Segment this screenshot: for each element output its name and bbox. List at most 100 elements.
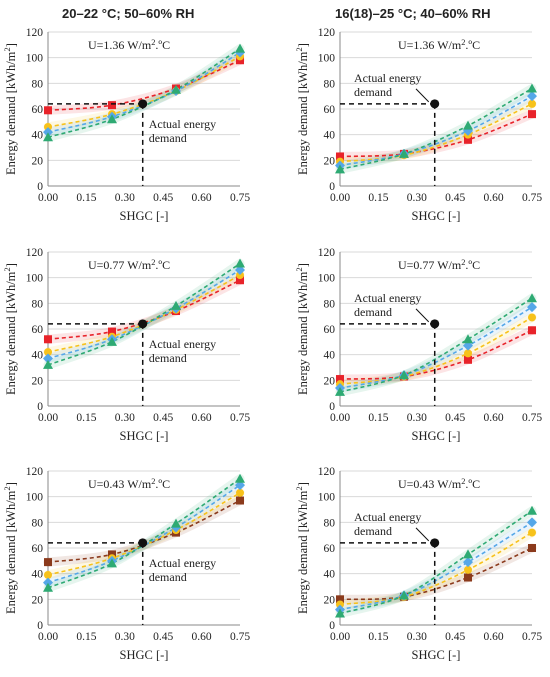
y-tick-label: 120 [26,247,44,259]
x-tick-label: 0.45 [445,412,465,424]
actual-point [138,319,148,329]
annotation-leader-line [415,527,430,542]
y-tick-label: 60 [32,543,44,555]
x-tick-label: 0.45 [153,192,173,204]
series-line-green [339,297,533,393]
data-point-red [528,110,536,119]
data-point-green [335,608,345,618]
y-tick-label: 40 [324,130,336,142]
x-tick-label: 0.00 [330,412,350,424]
x-axis-label: SHGC [-] [120,429,169,443]
data-point-red [108,327,116,336]
data-point-blue [43,127,53,138]
y-axis-label: Energy demand [kWh/m2] [2,43,18,175]
chart-panel-2: 0 20 40 60 80 100 120 0.00 0.15 0.30 0.45 0.60 0.75 S… [2,247,250,443]
data-point-green [107,114,117,124]
y-tick-label: 0 [329,620,335,632]
series-line-red [47,279,241,341]
x-tick-label: 0.00 [38,192,58,204]
y-tick-label: 20 [324,155,336,167]
series-line-red [339,113,533,158]
y-tick-label: 0 [329,181,335,193]
x-tick-label: 0.45 [153,412,173,424]
data-point-green [463,549,473,559]
y-tick-label: 100 [318,492,336,504]
y-tick-label: 80 [324,78,336,90]
data-point-yellow [528,99,536,108]
y-tick-label: 0 [329,401,335,413]
x-tick-label: 0.30 [115,412,135,424]
annotation-text: Actual energy [149,117,216,131]
series-line-red [339,329,533,380]
y-tick-label: 120 [26,466,44,478]
data-point-red [44,335,52,344]
data-point-yellow [44,122,52,131]
u-value-label: U=1.36 W/m2.ºC [88,38,170,53]
data-point-yellow [44,570,52,579]
data-point-brown [336,595,344,604]
series-line-yellow [339,103,533,163]
x-tick-label: 0.15 [368,412,388,424]
column-title-left: 20–22 °C; 50–60% RH [62,6,195,21]
data-point-green [335,164,345,174]
y-tick-label: 80 [32,78,44,90]
actual-point [430,319,440,329]
chart-panel-0: 0 20 40 60 80 100 120 0.00 0.15 0.30 0.45 0.60 0.75 S… [2,27,250,223]
x-tick-label: 0.00 [330,631,350,643]
data-point-red [464,135,472,144]
annotation-text: Actual energy [354,510,421,524]
data-point-green [463,334,473,344]
data-point-yellow [236,271,244,280]
u-value-label: U=0.77 W/m2.ºC [398,258,480,273]
x-tick-label: 0.00 [330,192,350,204]
data-point-brown [464,573,472,582]
y-tick-label: 0 [37,401,43,413]
x-tick-label: 0.75 [522,412,542,424]
x-axis-label: SHGC [-] [412,429,461,443]
chart-panel-1: 0 20 40 60 80 100 120 0.00 0.15 0.30 0.45 0.60 0.75 S… [294,27,542,223]
y-tick-label: 80 [32,298,44,310]
y-tick-label: 120 [26,27,44,39]
y-axis-label: Energy demand [kWh/m2] [294,263,310,395]
y-tick-label: 20 [32,375,44,387]
x-tick-label: 0.75 [230,412,250,424]
y-axis-label: Energy demand [kWh/m2] [294,43,310,175]
data-point-green [171,300,181,310]
x-axis-label: SHGC [-] [120,209,169,223]
data-point-green [463,120,473,130]
y-tick-label: 40 [324,569,336,581]
data-point-yellow [44,348,52,357]
y-tick-label: 40 [32,350,44,362]
y-tick-label: 40 [32,130,44,142]
data-point-green [107,558,117,568]
annotation-text: demand [149,131,187,145]
actual-point [138,99,148,109]
annotation-text: demand [149,351,187,365]
x-tick-label: 0.60 [484,631,504,643]
x-axis-label: SHGC [-] [412,209,461,223]
x-tick-label: 0.15 [368,192,388,204]
x-tick-label: 0.15 [76,631,96,643]
y-tick-label: 60 [32,324,44,336]
data-point-red [528,326,536,335]
data-point-red [336,375,344,384]
y-tick-label: 20 [324,375,336,387]
data-point-yellow [528,313,536,322]
data-point-yellow [464,565,472,574]
annotation-leader-line [415,88,430,103]
y-axis-label: Energy demand [kWh/m2] [2,482,18,614]
u-value-label: U=0.77 W/m2.ºC [88,258,170,273]
x-tick-label: 0.30 [115,192,135,204]
data-point-blue [43,353,53,364]
x-tick-label: 0.30 [407,192,427,204]
y-tick-label: 0 [37,620,43,632]
x-tick-label: 0.75 [522,631,542,643]
data-point-red [464,355,472,364]
x-tick-label: 0.30 [407,412,427,424]
y-tick-label: 60 [32,104,44,116]
y-axis-label: Energy demand [kWh/m2] [294,482,310,614]
actual-point [430,99,440,109]
x-tick-label: 0.60 [192,192,212,204]
y-tick-label: 20 [32,155,44,167]
